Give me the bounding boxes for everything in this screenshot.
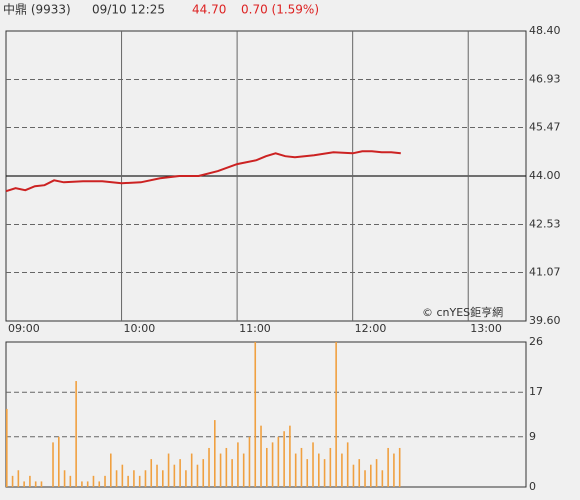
x-tick-label: 10:00	[124, 322, 156, 335]
x-tick-label: 12:00	[355, 322, 387, 335]
volume-bar	[173, 464, 176, 487]
y-tick-label: 41.07	[529, 266, 561, 279]
volume-bar	[179, 459, 181, 487]
volume-bar	[381, 470, 384, 487]
volume-bar	[92, 475, 95, 487]
volume-bar	[225, 447, 228, 487]
volume-bar	[352, 464, 355, 487]
volume-bar	[98, 481, 101, 487]
volume-bar	[248, 436, 251, 487]
volume-bar	[323, 459, 326, 487]
y-tick-label: 45.47	[529, 121, 561, 134]
volume-bar	[237, 442, 239, 487]
volume-bar	[341, 453, 343, 487]
volume-bar	[219, 453, 222, 487]
volume-bar	[196, 464, 199, 487]
volume-bar	[294, 453, 297, 487]
volume-bar	[318, 453, 320, 487]
volume-bar	[329, 447, 332, 487]
price-line	[5, 150, 401, 193]
x-tick-label: 13:00	[470, 322, 502, 335]
y-tick-label: 46.93	[529, 72, 561, 85]
volume-bar	[254, 342, 257, 487]
volume-bar	[185, 470, 187, 487]
volume-bar	[271, 442, 274, 487]
volume-bar	[300, 447, 303, 487]
quote-time: 09/10 12:25	[92, 3, 165, 17]
volume-bar	[242, 453, 245, 487]
watermark: © cnYES鉅亨網	[422, 305, 503, 319]
volume-bar	[202, 459, 205, 487]
volume-bar	[335, 342, 337, 487]
volume-bar	[144, 470, 147, 487]
volume-bar	[312, 442, 314, 487]
volume-bar	[104, 475, 106, 487]
volume-bar	[260, 425, 262, 487]
volume-bar	[364, 470, 366, 487]
volume-bar	[289, 425, 291, 487]
volume-bar	[214, 420, 216, 487]
volume-bar	[52, 442, 54, 487]
volume-bar	[58, 436, 60, 487]
volume-bar	[393, 453, 395, 487]
stock-name: 中鼎 (9933)	[3, 2, 71, 17]
volume-bar	[266, 447, 268, 487]
volume-bar	[156, 464, 158, 487]
volume-bar	[387, 447, 389, 487]
volume-bar	[231, 459, 233, 487]
volume-bar	[86, 481, 89, 487]
volume-bar	[277, 436, 280, 487]
volume-bar	[29, 475, 31, 487]
volume-bar	[398, 447, 401, 487]
volume-bar	[133, 470, 135, 487]
x-tick-label: 11:00	[239, 322, 271, 335]
volume-bar	[110, 453, 112, 487]
x-tick-label: 09:00	[8, 322, 40, 335]
volume-bar	[40, 481, 43, 487]
volume-bar	[75, 381, 77, 487]
y-tick-label: 9	[529, 430, 536, 443]
volume-bar	[283, 431, 285, 487]
y-tick-label: 17	[529, 385, 543, 398]
volume-bar	[121, 464, 124, 487]
y-tick-label: 48.40	[529, 24, 561, 37]
volume-bar	[375, 459, 378, 487]
volume-bar	[127, 475, 129, 487]
volume-bar	[115, 470, 118, 487]
volume-bar	[208, 447, 210, 487]
change: 0.70 (1.59%)	[241, 3, 319, 17]
volume-bar	[63, 470, 66, 487]
y-tick-label: 0	[529, 480, 536, 493]
volume-bar	[81, 481, 83, 487]
volume-bar	[306, 459, 309, 487]
volume-bar	[162, 470, 164, 487]
volume-bar	[138, 475, 141, 487]
volume-bar	[11, 475, 14, 487]
volume-bar	[167, 453, 170, 487]
volume-bar	[190, 453, 193, 487]
volume-bar	[346, 442, 349, 487]
volume-bar	[6, 408, 8, 487]
y-tick-label: 42.53	[529, 217, 561, 230]
volume-bar	[358, 459, 361, 487]
volume-bar	[34, 481, 37, 487]
volume-bar	[23, 481, 25, 487]
volume-bar	[370, 464, 372, 487]
volume-bar	[150, 459, 153, 487]
y-tick-label: 44.00	[529, 169, 561, 182]
price: 44.70	[192, 3, 226, 17]
volume-bar	[17, 470, 20, 487]
y-tick-label: 26	[529, 335, 543, 348]
y-tick-label: 39.60	[529, 314, 561, 327]
volume-bar	[69, 475, 72, 487]
